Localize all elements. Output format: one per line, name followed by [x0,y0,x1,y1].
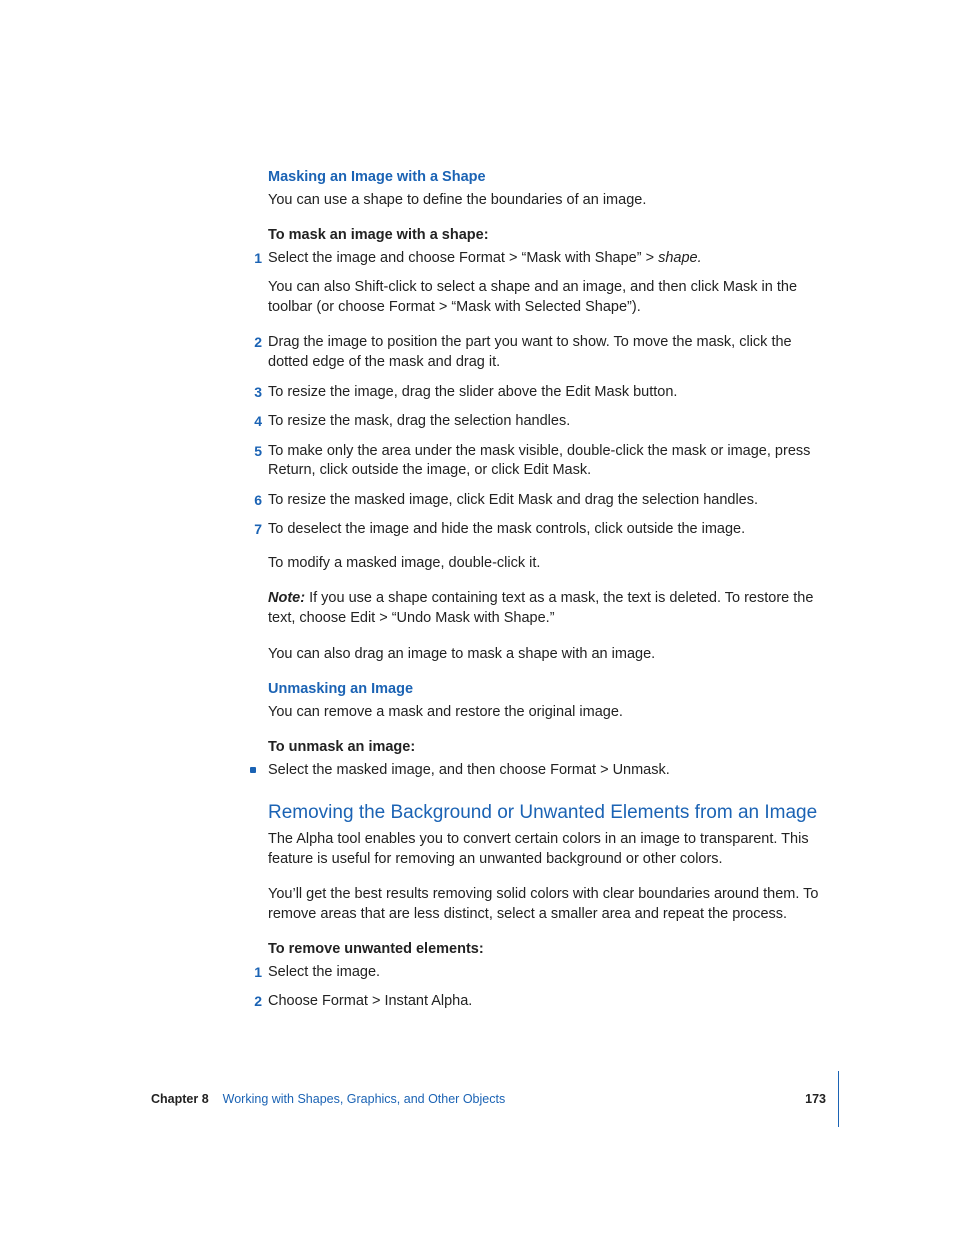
step-5: 5 To make only the area under the mask v… [268,442,829,481]
subhead-masking: Masking an Image with a Shape [268,168,829,188]
step-7: 7 To deselect the image and hide the mas… [268,520,829,540]
step-number: 1 [248,249,262,268]
step-text: Select the image. [268,964,380,980]
bullet-text: Select the masked image, and then choose… [268,762,670,778]
para-intro-2: You can remove a mask and restore the or… [268,703,829,723]
bullet-step: Select the masked image, and then choose… [268,761,829,781]
step-number: 4 [248,412,262,431]
step-number: 2 [248,992,262,1011]
para-post-2: You can also drag an image to mask a sha… [268,645,829,665]
subhead-unmasking: Unmasking an Image [268,680,829,700]
section-title-removing: Removing the Background or Unwanted Elem… [268,800,829,826]
para-s3-1: The Alpha tool enables you to convert ce… [268,830,829,869]
para-note: Note: If you use a shape containing text… [268,589,829,628]
task-label-3: To remove unwanted elements: [268,940,829,960]
para-intro-1: You can use a shape to define the bounda… [268,191,829,211]
step-text: Choose Format > Instant Alpha. [268,993,472,1009]
step-number: 7 [248,520,262,539]
step-6: 6 To resize the masked image, click Edit… [268,491,829,511]
note-label: Note: [268,590,309,606]
step-text: To deselect the image and hide the mask … [268,521,745,537]
steps-list-1: 1 Select the image and choose Format > “… [268,249,829,540]
step-number: 1 [248,963,262,982]
step-4: 4 To resize the mask, drag the selection… [268,412,829,432]
chapter-title: Working with Shapes, Graphics, and Other… [223,1091,506,1108]
step-number: 2 [248,333,262,352]
para-s3-2: You’ll get the best results removing sol… [268,885,829,924]
page-footer: Chapter 8 Working with Shapes, Graphics,… [151,1071,839,1127]
step-number: 5 [248,442,262,461]
step-3: 3 To resize the image, drag the slider a… [268,383,829,403]
page-number: 173 [805,1091,826,1108]
para-post-1: To modify a masked image, double-click i… [268,554,829,574]
step-number: 6 [248,491,262,510]
bullet-icon [250,767,256,773]
step-text: Select the image and choose Format > “Ma… [268,250,702,266]
step-1: 1 Select the image and choose Format > “… [268,249,829,318]
step-text: To make only the area under the mask vis… [268,443,810,479]
step-text: To resize the image, drag the slider abo… [268,384,677,400]
task-label-1: To mask an image with a shape: [268,226,829,246]
page: Masking an Image with a Shape You can us… [0,0,954,1235]
step-s3-2: 2 Choose Format > Instant Alpha. [268,992,829,1012]
note-body: If you use a shape containing text as a … [268,590,813,626]
step-number: 3 [248,383,262,402]
step-2: 2 Drag the image to position the part yo… [268,333,829,372]
step-text: To resize the masked image, click Edit M… [268,492,758,508]
step-s3-1: 1 Select the image. [268,963,829,983]
chapter-label: Chapter 8 [151,1091,209,1108]
step-text: To resize the mask, drag the selection h… [268,413,570,429]
step-text: Drag the image to position the part you … [268,334,792,370]
step-subtext: You can also Shift-click to select a sha… [268,278,829,317]
task-label-2: To unmask an image: [268,738,829,758]
steps-list-3: 1 Select the image. 2 Choose Format > In… [268,963,829,1012]
